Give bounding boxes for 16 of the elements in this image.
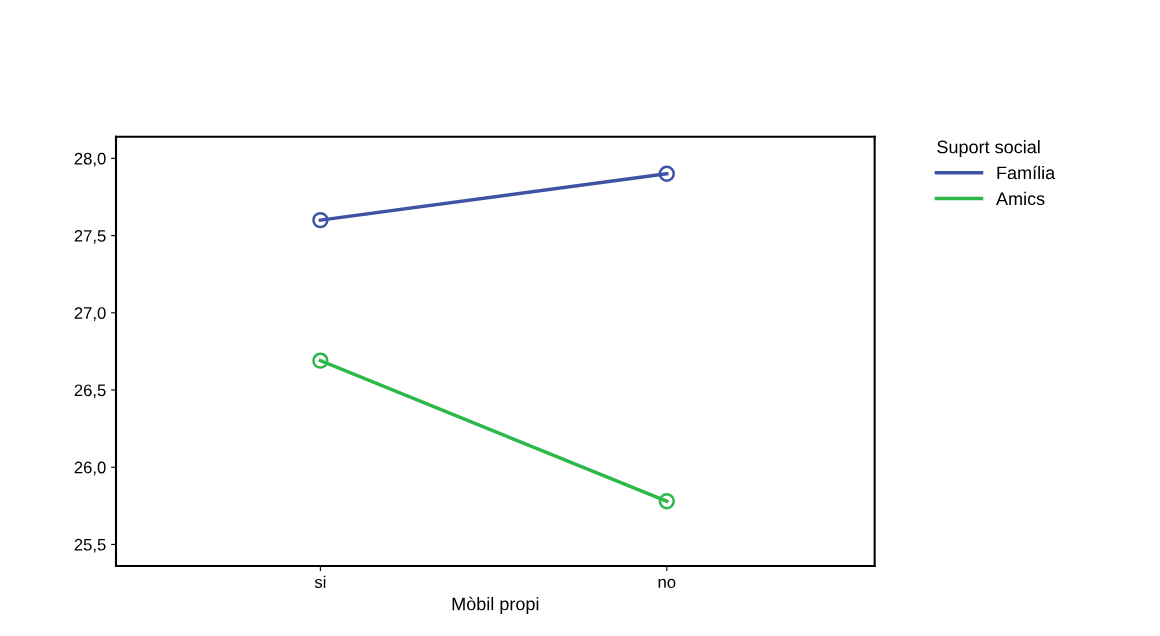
point <box>658 492 675 510</box>
point <box>312 211 329 229</box>
legend-label: Família <box>997 165 1056 180</box>
point <box>658 165 675 182</box>
x-tick-label: si <box>314 575 326 588</box>
legend-label: Amics <box>996 191 1045 206</box>
y-tick-label: 26,0 <box>74 461 106 476</box>
point <box>312 352 329 369</box>
y-tick-label: 27,5 <box>74 229 106 244</box>
x-tick-label: no <box>658 578 676 588</box>
y-tick-label: 27,0 <box>74 307 106 321</box>
x-axis-title: Mòbil propi <box>452 596 539 614</box>
legend-title: Suport social <box>937 140 1040 157</box>
y-tick-label: 25,5 <box>74 538 106 553</box>
y-tick-label: 28,0 <box>74 152 106 167</box>
y-tick-label: 26,5 <box>74 384 106 399</box>
